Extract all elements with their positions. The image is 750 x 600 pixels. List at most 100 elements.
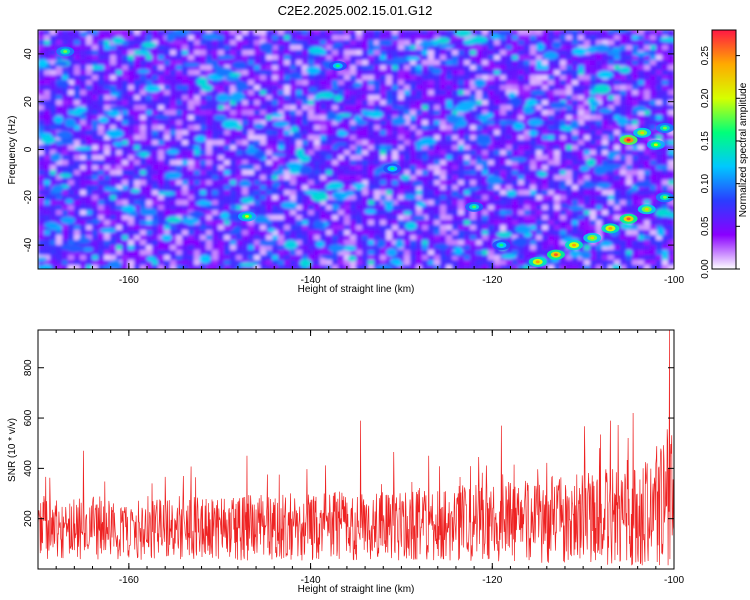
heatmap-cell [248, 230, 255, 236]
heatmap-cell [572, 165, 579, 171]
heatmap-cell [116, 225, 123, 231]
heatmap-cell [74, 140, 81, 146]
heatmap-cell [374, 190, 381, 196]
heatmap-cell [482, 255, 489, 261]
heatmap-cell [290, 115, 297, 121]
heatmap-cell [584, 105, 591, 111]
heatmap-cell [464, 185, 471, 191]
heatmap-cell [428, 110, 435, 116]
heatmap-cell [362, 70, 369, 76]
heatmap-cell [188, 185, 195, 191]
heatmap-cell [566, 45, 573, 51]
heatmap-cell [158, 230, 165, 236]
heatmap-cell [260, 185, 267, 191]
heatmap-cell [140, 135, 147, 141]
heatmap-cell [164, 85, 171, 91]
heatmap-cell [614, 190, 621, 196]
heatmap-cell [302, 60, 309, 66]
heatmap-cell [662, 55, 669, 61]
heatmap-cell [92, 125, 99, 131]
heatmap-cell [128, 45, 135, 51]
heatmap-cell [620, 260, 627, 266]
heatmap-cell [608, 125, 615, 131]
heatmap-cell [104, 175, 111, 181]
heatmap-cell [578, 55, 585, 61]
heatmap-cell [344, 125, 351, 131]
heatmap-cell [68, 165, 75, 171]
heatmap-cell [548, 45, 555, 51]
heatmap-cell [500, 40, 507, 46]
heatmap-cell [362, 185, 369, 191]
heatmap-cell [668, 155, 674, 161]
heatmap-cell [572, 80, 579, 86]
heatmap-cell [374, 75, 381, 81]
heatmap-cell [614, 130, 621, 136]
heatmap-cell [560, 260, 567, 266]
heatmap-cell [80, 75, 87, 81]
heatmap-cell [284, 40, 291, 46]
heatmap-cell [224, 240, 231, 246]
heatmap-cell [212, 200, 219, 206]
heatmap-cell [122, 75, 129, 81]
heatmap-cell [482, 65, 489, 71]
heatmap-cell [236, 220, 243, 226]
heatmap-cell [374, 100, 381, 106]
heatmap-cell [548, 190, 555, 196]
heatmap-cell [320, 125, 327, 131]
heatmap-cell [98, 135, 105, 141]
heatmap-cell [206, 170, 213, 176]
heatmap-cell [518, 95, 525, 101]
heatmap-cell [422, 105, 429, 111]
heatmap-cell [416, 100, 423, 106]
heatmap-cell [242, 175, 249, 181]
heatmap-cell [44, 85, 51, 91]
heatmap-cell [614, 170, 621, 176]
heatmap-cell [620, 55, 627, 61]
heatmap-cell [542, 250, 549, 256]
heatmap-cell [188, 150, 195, 156]
heatmap-cell [554, 60, 561, 66]
heatmap-cell [368, 30, 375, 36]
heatmap-cell [236, 130, 243, 136]
heatmap-cell [488, 165, 495, 171]
heatmap-cell [122, 45, 129, 51]
heatmap-cell [230, 150, 237, 156]
heatmap-cell [524, 35, 531, 41]
heatmap-cell [476, 50, 483, 56]
heatmap-cell [350, 120, 357, 126]
heatmap-cell [506, 60, 513, 66]
heatmap-cell [434, 155, 441, 161]
heatmap-cell [254, 80, 261, 86]
heatmap-cell [182, 35, 189, 41]
heatmap-cell [296, 125, 303, 131]
heatmap-cell [320, 210, 327, 216]
heatmap-cell [344, 205, 351, 211]
heatmap-cell [464, 65, 471, 71]
heatmap-cell [68, 160, 75, 166]
heatmap-cell [590, 150, 597, 156]
heatmap-cell [212, 55, 219, 61]
heatmap-cell [554, 245, 561, 251]
heatmap-cell [68, 80, 75, 86]
heatmap-cell [56, 40, 63, 46]
heatmap-cell [416, 65, 423, 71]
heatmap-cell [452, 35, 459, 41]
heatmap-cell [272, 235, 279, 241]
heatmap-cell [410, 205, 417, 211]
heatmap-cell [428, 175, 435, 181]
heatmap-cell [488, 240, 495, 246]
heatmap-cell [320, 55, 327, 61]
heatmap-cell [62, 180, 69, 186]
heatmap-cell [404, 170, 411, 176]
heatmap-cell [260, 120, 267, 126]
heatmap-cell [542, 130, 549, 136]
heatmap-cell [656, 120, 663, 126]
heatmap-cell [464, 125, 471, 131]
heatmap-cell [452, 80, 459, 86]
heatmap-cell [650, 85, 657, 91]
heatmap-cell [416, 115, 423, 121]
heatmap-cell [164, 75, 171, 81]
heatmap-cell [554, 160, 561, 166]
heatmap-cell [212, 230, 219, 236]
heatmap-cell [242, 230, 249, 236]
